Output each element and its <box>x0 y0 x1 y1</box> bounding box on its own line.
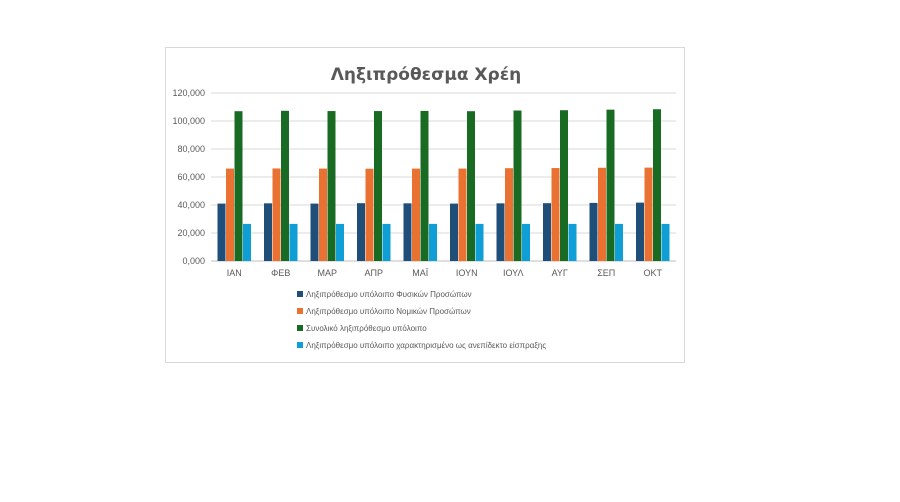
bar <box>636 202 644 261</box>
bar <box>272 168 281 261</box>
bar <box>615 223 623 261</box>
x-tick-label: ΦΕΒ <box>271 268 290 278</box>
bar <box>281 110 289 261</box>
bar <box>606 109 615 261</box>
bar-chart: Ληξιπρόθεσμα Χρέη 0,000 20,000 40,000 60,00… <box>172 65 676 350</box>
bar <box>543 203 551 261</box>
bar <box>661 223 670 261</box>
legend-label: Ληξιπρόθεσμο υπόλοιπο Φυσικών Προσώπων <box>306 290 472 299</box>
bar <box>327 111 336 261</box>
legend-swatch <box>297 342 303 348</box>
bar <box>365 168 374 261</box>
y-tick-label: 80,000 <box>177 144 205 154</box>
y-tick-label: 20,000 <box>177 228 205 238</box>
legend-swatch <box>297 291 303 297</box>
bar <box>234 111 243 261</box>
y-tick-label: 120,000 <box>172 88 205 98</box>
bar <box>450 203 458 261</box>
bar <box>336 223 344 261</box>
bar <box>226 168 234 261</box>
bar <box>412 168 420 261</box>
bar <box>475 223 484 261</box>
bar <box>522 223 530 261</box>
legend-swatch <box>297 325 303 331</box>
bar <box>310 203 319 261</box>
bar <box>420 110 429 261</box>
x-tick-label: ΣΕΠ <box>597 268 615 278</box>
bar <box>505 168 513 261</box>
bar <box>289 223 298 261</box>
y-tick-label: 0,000 <box>182 256 205 266</box>
bar <box>496 203 505 261</box>
y-tick-label: 60,000 <box>177 172 205 182</box>
bar <box>551 168 560 261</box>
chart-title: Ληξιπρόθεσμα Χρέη <box>331 65 522 85</box>
x-tick-label: ΑΥΓ <box>552 268 568 278</box>
bar <box>264 203 272 261</box>
bar <box>403 203 412 261</box>
x-tick-label: ΜΑΪ <box>412 268 429 278</box>
bar <box>319 168 327 261</box>
y-tick-label: 100,000 <box>172 116 205 126</box>
x-tick-label: ΜΑΡ <box>317 268 337 278</box>
bar <box>217 203 226 261</box>
bar <box>560 110 568 261</box>
bar <box>644 167 653 261</box>
x-tick-label: ΟΚΤ <box>643 268 662 278</box>
bar <box>598 167 606 261</box>
bar <box>467 111 475 261</box>
y-tick-label: 40,000 <box>177 200 205 210</box>
legend-label: Ληξιπρόθεσμο υπόλοιπο Νομικών Προσώπων <box>306 307 471 316</box>
legend-swatch <box>297 308 303 314</box>
x-tick-label: ΑΠΡ <box>364 268 383 278</box>
bar <box>589 202 598 261</box>
bar <box>513 110 522 261</box>
bar <box>243 223 251 261</box>
bar <box>374 111 382 261</box>
x-tick-label: ΙΟΥΛ <box>503 268 524 278</box>
chart-container: Ληξιπρόθεσμα Χρέη 0,000 20,000 40,000 60,00… <box>165 47 685 363</box>
bar <box>429 223 437 261</box>
bar <box>568 223 577 261</box>
x-tick-label: ΙΟΥΝ <box>456 268 478 278</box>
bar <box>458 168 467 261</box>
bar <box>357 203 365 261</box>
legend-label: Ληξιπρόθεσμο υπόλοιπο χαρακτηρισμένο ως … <box>306 341 546 350</box>
x-tick-label: ΙΑΝ <box>227 268 242 278</box>
bar <box>382 223 391 261</box>
bar <box>653 109 661 261</box>
legend-label: Συνολικό ληξιπρόθεσμο υπόλοιπο <box>306 324 427 333</box>
